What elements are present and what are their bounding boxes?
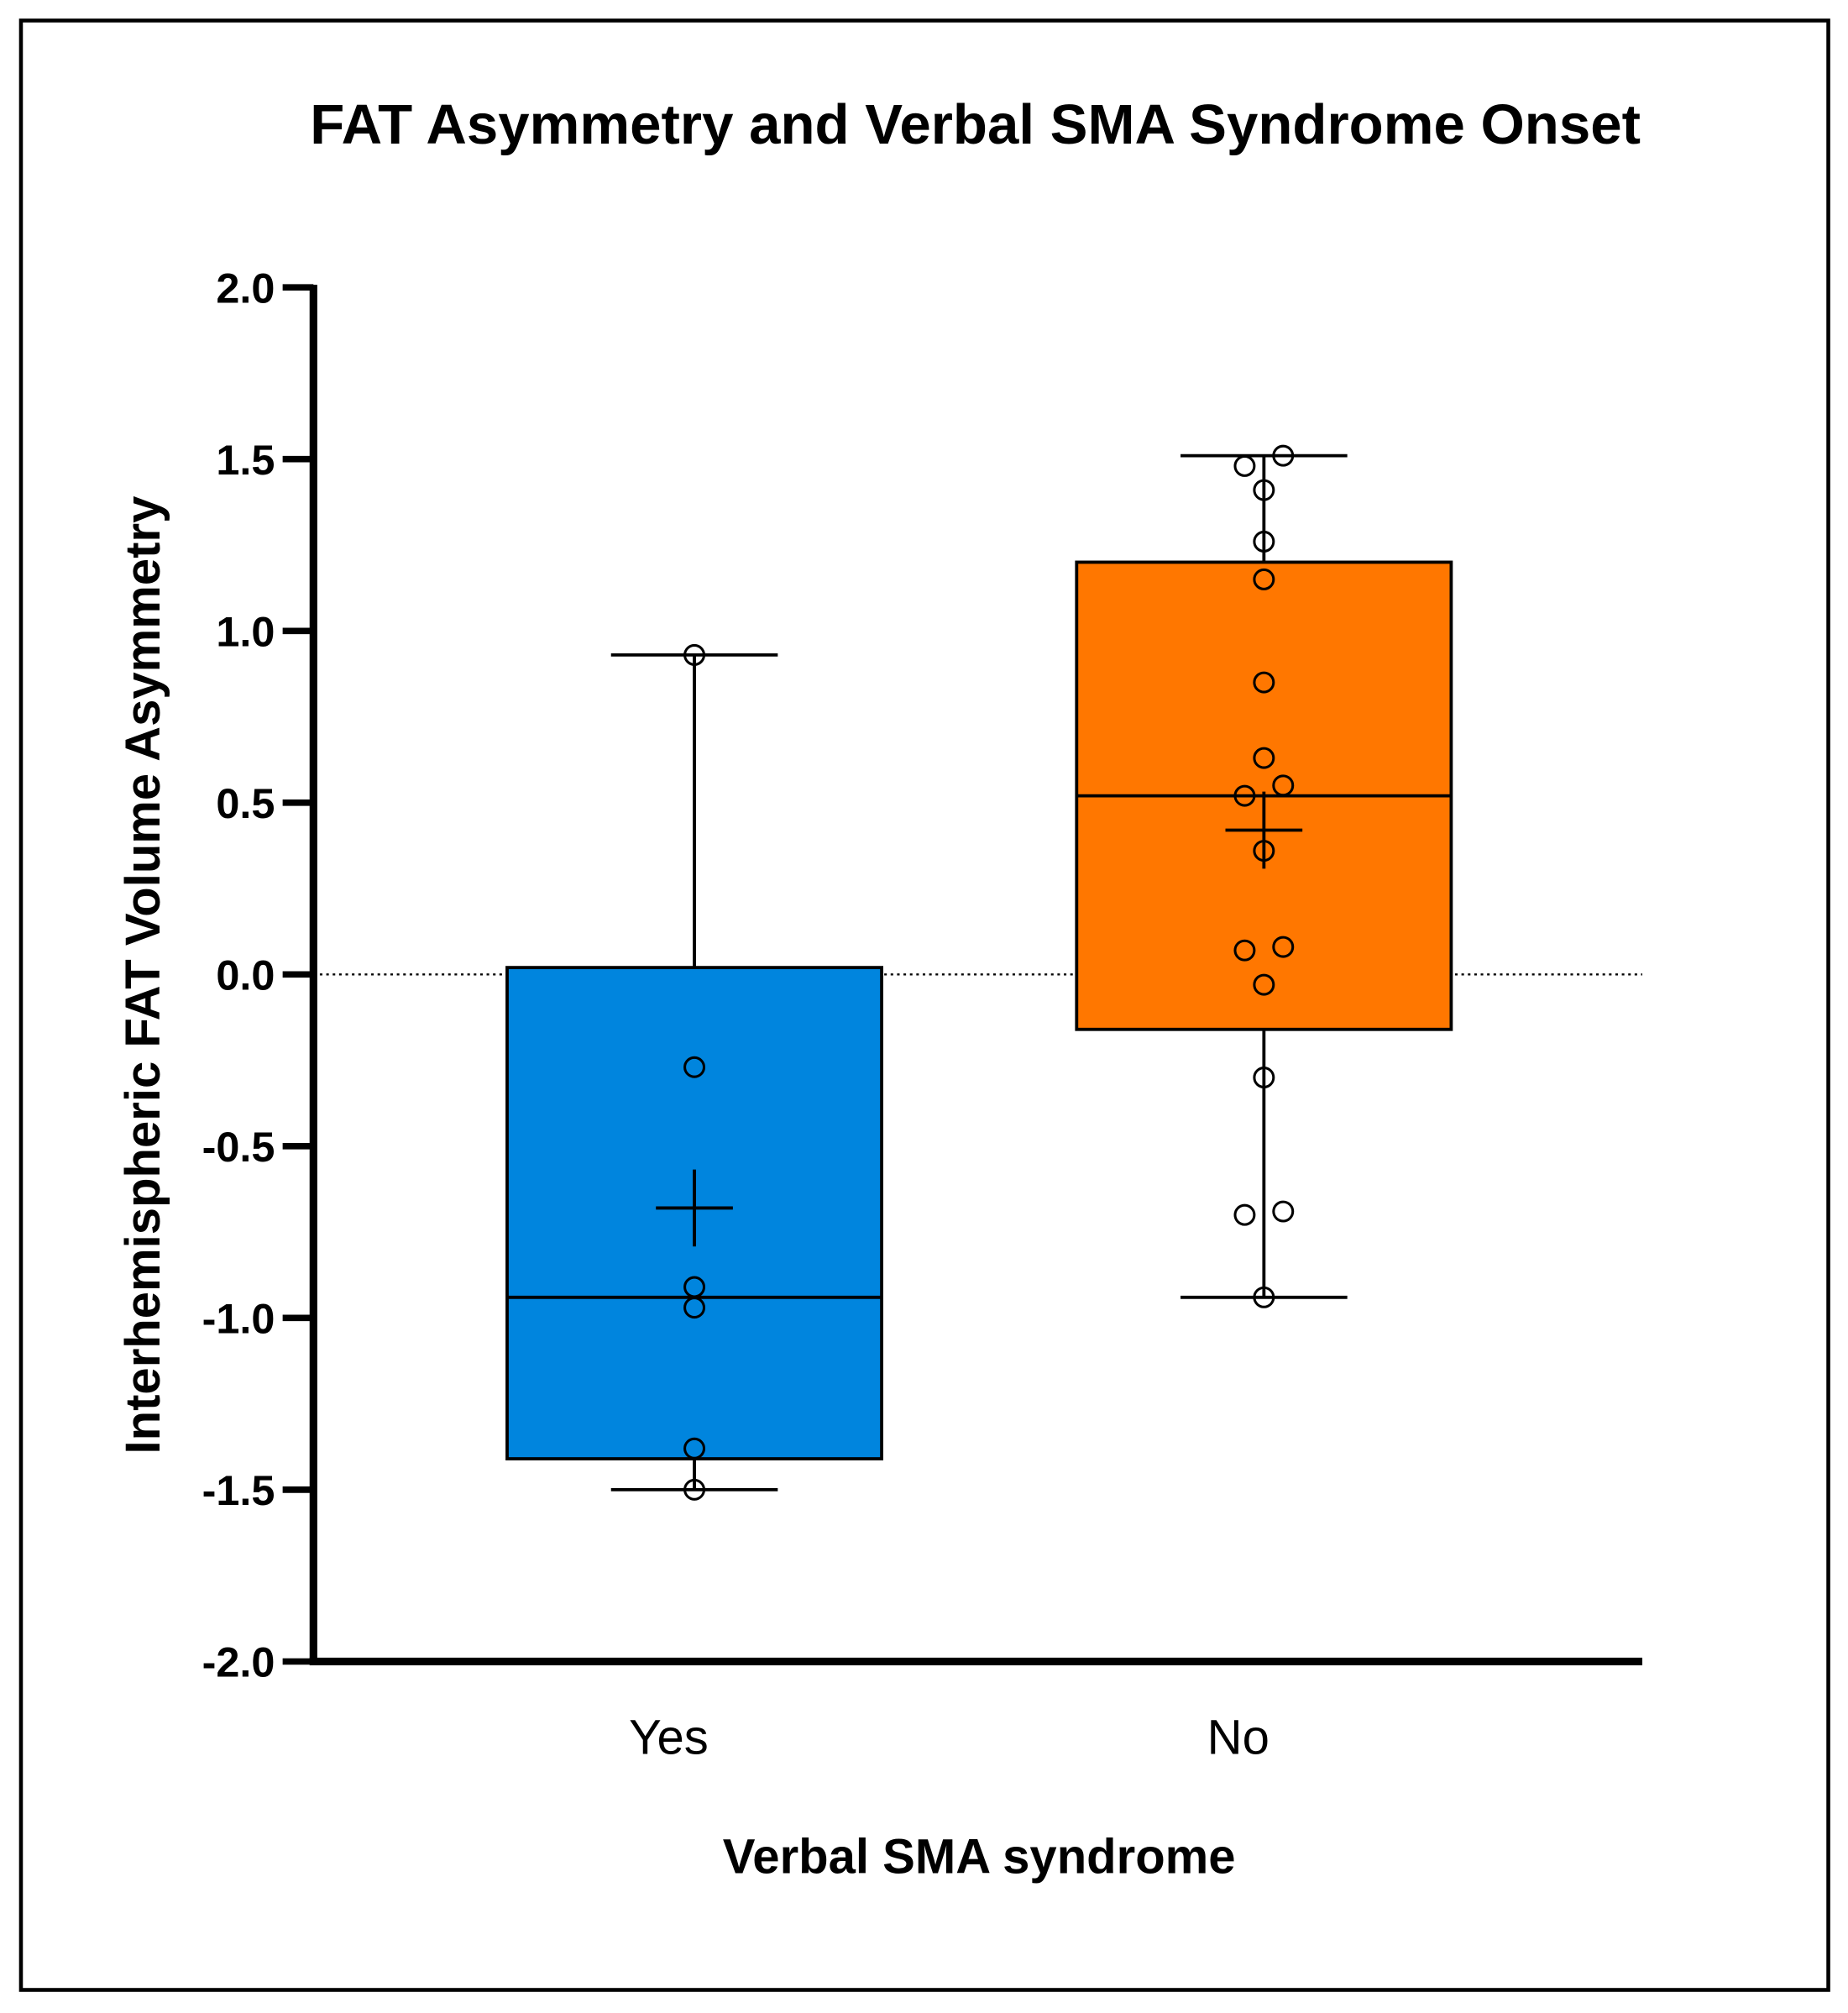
figure-frame: [18, 18, 1830, 1992]
group-yes-data-point: [683, 1056, 706, 1078]
group-no-data-point: [1272, 936, 1295, 958]
x-tick-label-yes: Yes: [629, 1710, 709, 1764]
group-yes-data-point: [683, 643, 706, 666]
y-tick-label: 1.0: [216, 608, 275, 656]
group-no-data-point: [1253, 1286, 1275, 1308]
group-no-data-point: [1253, 671, 1275, 694]
y-tick-label: 2.0: [216, 265, 275, 312]
group-no-data-point: [1272, 1200, 1295, 1223]
y-tick-label: -1.0: [202, 1295, 275, 1343]
group-no-data-point: [1233, 784, 1256, 807]
group-no-data-point: [1253, 840, 1275, 862]
group-no-data-point: [1272, 774, 1295, 797]
group-yes-data-point: [683, 1437, 706, 1460]
group-no-data-point: [1253, 747, 1275, 769]
group-no-data-point: [1233, 1203, 1256, 1226]
y-tick-label: -2.0: [202, 1638, 275, 1686]
group-no-data-point: [1253, 479, 1275, 501]
group-no-data-point: [1233, 454, 1256, 477]
group-yes-data-point: [683, 1276, 706, 1298]
group-yes-data-point: [683, 1297, 706, 1319]
y-axis-label: Interhemispheric FAT Volume Asymmetry: [116, 496, 170, 1455]
group-no-data-point: [1253, 1067, 1275, 1089]
group-no-data-point: [1253, 973, 1275, 996]
group-no-data-point: [1253, 568, 1275, 590]
x-axis-label: Verbal SMA syndrome: [723, 1829, 1236, 1884]
group-no-data-point: [1253, 530, 1275, 553]
group-no-data-point: [1233, 939, 1256, 962]
y-tick-label: -1.5: [202, 1466, 275, 1514]
chart-title: FAT Asymmetry and Verbal SMA Syndrome On…: [310, 93, 1641, 156]
y-tick-label: 1.5: [216, 436, 275, 484]
group-no-data-point: [1272, 444, 1295, 467]
group-yes-data-point: [683, 1478, 706, 1501]
y-tick-label: 0.0: [216, 951, 275, 999]
y-tick-label: -0.5: [202, 1123, 275, 1171]
x-tick-label-no: No: [1207, 1710, 1270, 1764]
y-tick-label: 0.5: [216, 779, 275, 827]
